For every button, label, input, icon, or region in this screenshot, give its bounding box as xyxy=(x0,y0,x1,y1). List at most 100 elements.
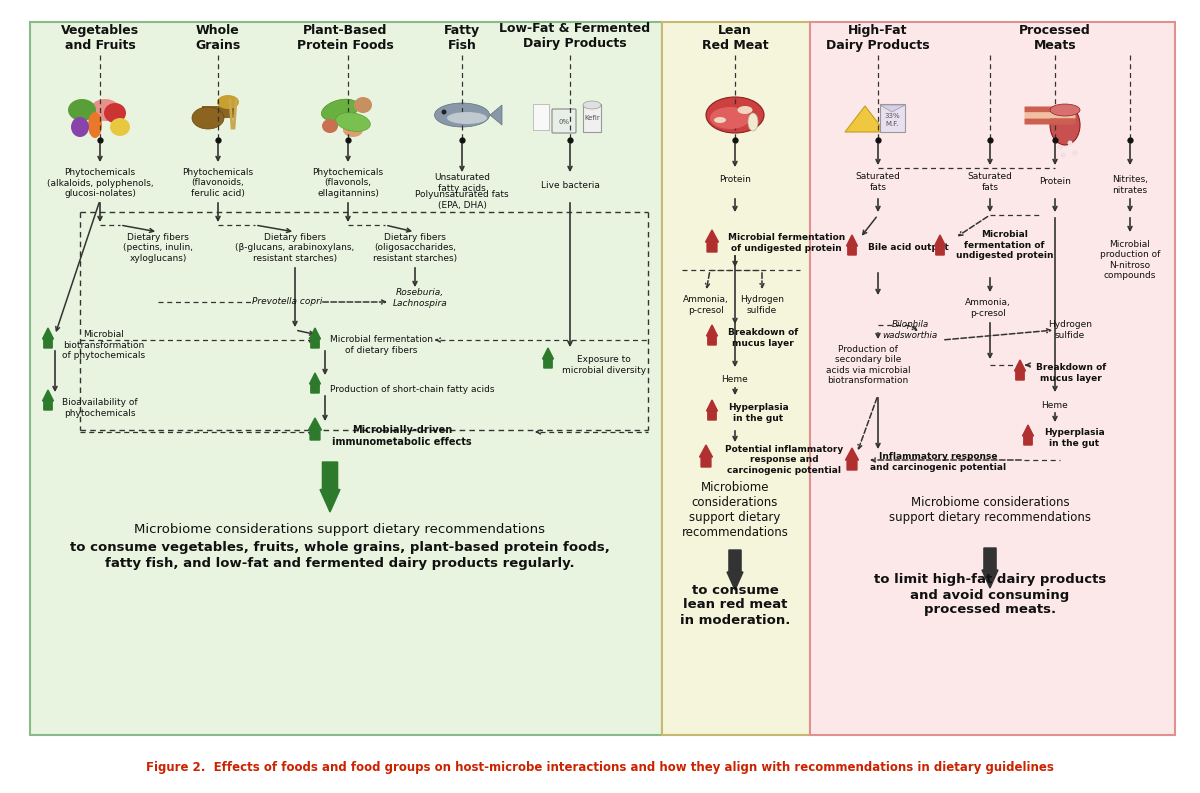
Text: Potential inflammatory
response and
carcinogenic potential: Potential inflammatory response and carc… xyxy=(725,445,844,475)
Circle shape xyxy=(1057,144,1062,150)
Text: Figure 2.  Effects of foods and food groups on host-microbe interactions and how: Figure 2. Effects of foods and food grou… xyxy=(146,761,1054,775)
Ellipse shape xyxy=(322,119,338,133)
Text: Dietary fibers
(β-glucans, arabinoxylans,
resistant starches): Dietary fibers (β-glucans, arabinoxylans… xyxy=(235,233,355,263)
Ellipse shape xyxy=(90,99,120,121)
Bar xyxy=(30,22,662,735)
Text: Bilophila
wadsworthia: Bilophila wadsworthia xyxy=(882,320,937,339)
Text: Production of short-chain fatty acids: Production of short-chain fatty acids xyxy=(330,385,494,394)
Text: Microbial
production of
N-nitroso
compounds: Microbial production of N-nitroso compou… xyxy=(1100,240,1160,280)
Polygon shape xyxy=(320,462,340,512)
Bar xyxy=(662,22,810,735)
Polygon shape xyxy=(1014,360,1026,380)
Text: Fatty
Fish: Fatty Fish xyxy=(444,24,480,52)
Ellipse shape xyxy=(583,101,601,109)
Text: Prevotella copri: Prevotella copri xyxy=(252,297,323,307)
Text: Low-Fat & Fermented
Dairy Products: Low-Fat & Fermented Dairy Products xyxy=(499,22,650,50)
Polygon shape xyxy=(846,235,858,255)
Ellipse shape xyxy=(322,99,359,121)
Bar xyxy=(880,104,905,132)
Text: Heme: Heme xyxy=(721,376,749,385)
Text: Lean
Red Meat: Lean Red Meat xyxy=(702,24,768,52)
Text: Processed
Meats: Processed Meats xyxy=(1019,24,1091,52)
Text: Vegetables
and Fruits: Vegetables and Fruits xyxy=(61,24,139,52)
Text: Whole
Grains: Whole Grains xyxy=(196,24,241,52)
Ellipse shape xyxy=(336,113,371,132)
Bar xyxy=(533,104,550,130)
Ellipse shape xyxy=(748,113,758,131)
Text: Microbially-driven
immunometabolic effects: Microbially-driven immunometabolic effec… xyxy=(332,425,472,446)
Text: Hydrogen
sulfide: Hydrogen sulfide xyxy=(1048,320,1092,339)
Ellipse shape xyxy=(192,107,224,129)
Ellipse shape xyxy=(434,103,490,127)
Text: Live bacteria: Live bacteria xyxy=(540,181,600,190)
Polygon shape xyxy=(707,400,718,420)
Circle shape xyxy=(442,109,446,114)
Text: to consume vegetables, fruits, whole grains, plant-based protein foods,: to consume vegetables, fruits, whole gra… xyxy=(70,542,610,554)
Text: Microbiome considerations support dietary recommendations: Microbiome considerations support dietar… xyxy=(134,523,546,537)
Text: Ammonia,
p-cresol: Ammonia, p-cresol xyxy=(965,298,1010,318)
Bar xyxy=(583,104,601,132)
Polygon shape xyxy=(42,390,54,410)
Polygon shape xyxy=(707,325,718,345)
Ellipse shape xyxy=(1050,104,1080,116)
Text: Protein: Protein xyxy=(1039,178,1070,186)
Ellipse shape xyxy=(104,103,126,123)
Text: Phytochemicals
(flavonols,
ellagitannins): Phytochemicals (flavonols, ellagitannins… xyxy=(312,168,384,198)
Ellipse shape xyxy=(354,97,372,113)
Polygon shape xyxy=(880,105,905,112)
Text: Inflammatory response
and carcinogenic potential: Inflammatory response and carcinogenic p… xyxy=(870,452,1006,472)
Text: Production of
secondary bile
acids via microbial
biotransformation: Production of secondary bile acids via m… xyxy=(826,345,911,385)
Text: Exposure to
microbial diversity: Exposure to microbial diversity xyxy=(562,355,646,375)
Bar xyxy=(810,22,1175,735)
Text: Hydrogen
sulfide: Hydrogen sulfide xyxy=(740,295,784,315)
Ellipse shape xyxy=(714,117,726,123)
Text: Dietary fibers
(oligosaccharides,
resistant starches): Dietary fibers (oligosaccharides, resist… xyxy=(373,233,457,263)
Text: Microbiome
considerations
support dietary
recommendations: Microbiome considerations support dietar… xyxy=(682,481,788,539)
Text: to consume
lean red meat
in moderation.: to consume lean red meat in moderation. xyxy=(680,584,790,626)
Ellipse shape xyxy=(738,106,752,114)
Text: 0%: 0% xyxy=(558,119,570,125)
Text: Microbial
fermentation of
undigested protein: Microbial fermentation of undigested pro… xyxy=(956,230,1054,260)
Bar xyxy=(202,106,234,118)
FancyBboxPatch shape xyxy=(1025,118,1075,125)
Polygon shape xyxy=(845,106,886,132)
Ellipse shape xyxy=(1050,105,1080,145)
Text: Phytochemicals
(flavonoids,
ferulic acid): Phytochemicals (flavonoids, ferulic acid… xyxy=(182,168,253,198)
Ellipse shape xyxy=(71,117,89,137)
FancyBboxPatch shape xyxy=(552,109,576,133)
Polygon shape xyxy=(542,348,553,368)
Ellipse shape xyxy=(217,95,239,109)
FancyBboxPatch shape xyxy=(1025,106,1075,113)
Text: Breakdown of
mucus layer: Breakdown of mucus layer xyxy=(1036,363,1106,383)
Polygon shape xyxy=(308,418,322,440)
Text: Kefir: Kefir xyxy=(584,115,600,121)
Polygon shape xyxy=(706,230,719,252)
Polygon shape xyxy=(700,445,713,467)
Text: Saturated
fats: Saturated fats xyxy=(967,172,1013,192)
Text: Saturated
fats: Saturated fats xyxy=(856,172,900,192)
Text: Heme: Heme xyxy=(1042,400,1068,409)
Text: Roseburia,
Lachnospira: Roseburia, Lachnospira xyxy=(392,289,448,308)
Text: Microbiome considerations
support dietary recommendations: Microbiome considerations support dietar… xyxy=(889,496,1091,524)
Ellipse shape xyxy=(68,99,96,121)
Text: Bioavailability of
phytochemicals: Bioavailability of phytochemicals xyxy=(62,398,138,418)
FancyBboxPatch shape xyxy=(1025,113,1075,118)
Text: Protein: Protein xyxy=(719,175,751,185)
Text: to limit high-fat dairy products
and avoid consuming
processed meats.: to limit high-fat dairy products and avo… xyxy=(874,573,1106,616)
Ellipse shape xyxy=(446,112,487,124)
Ellipse shape xyxy=(706,97,764,133)
Text: High-Fat
Dairy Products: High-Fat Dairy Products xyxy=(826,24,930,52)
Ellipse shape xyxy=(343,123,364,137)
Text: Hyperplasia
in the gut: Hyperplasia in the gut xyxy=(1044,428,1105,448)
Text: Hyperplasia
in the gut: Hyperplasia in the gut xyxy=(728,404,788,423)
Text: fatty fish, and low-fat and fermented dairy products regularly.: fatty fish, and low-fat and fermented da… xyxy=(106,557,575,570)
Polygon shape xyxy=(846,448,858,470)
Text: Breakdown of
mucus layer: Breakdown of mucus layer xyxy=(728,328,798,347)
Circle shape xyxy=(1061,152,1066,158)
Text: 33%
M.F.: 33% M.F. xyxy=(884,113,900,127)
Text: Dietary fibers
(pectins, inulin,
xyloglucans): Dietary fibers (pectins, inulin, xyloglu… xyxy=(124,233,193,263)
Text: Microbial fermentation
of undigested protein: Microbial fermentation of undigested pro… xyxy=(728,233,845,253)
Text: Microbial fermentation
of dietary fibers: Microbial fermentation of dietary fibers xyxy=(330,335,433,354)
Polygon shape xyxy=(982,548,998,588)
Text: Unsaturated
fatty acids: Unsaturated fatty acids xyxy=(434,174,490,193)
